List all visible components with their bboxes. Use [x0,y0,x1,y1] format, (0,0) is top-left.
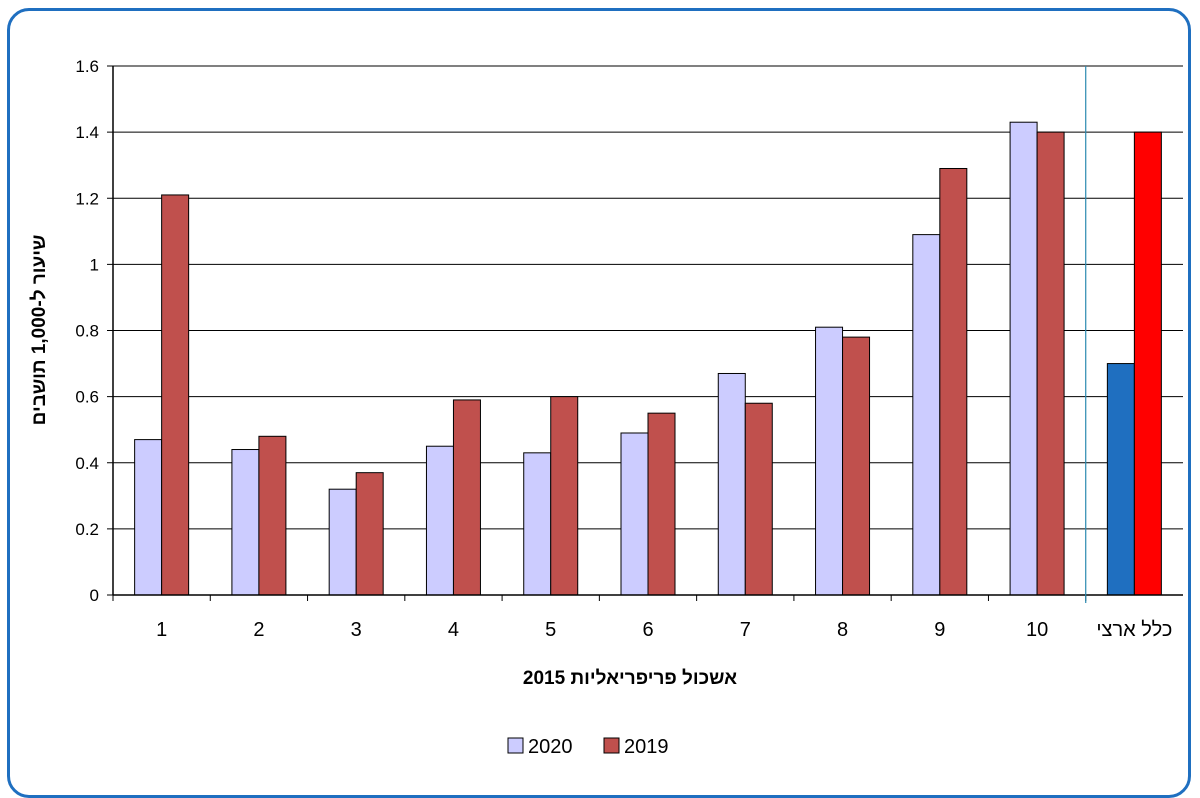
bar-2019-7 [744,402,773,596]
y-axis-ticks: 0 0.2 0.4 0.6 0.8 1 1.2 1.4 1.6 [75,57,113,605]
x-category-label: 5 [545,619,556,641]
bar-2020-7 [717,372,746,596]
bar-2020-8 [815,326,844,596]
bar-2019-4 [452,399,481,596]
bar-2020-1 [134,439,163,596]
bar-2020-5 [523,452,552,596]
bar-2020-2 [231,449,260,596]
bar-2020-10 [1009,121,1038,596]
legend-label-2020: 2020 [528,736,573,758]
bar-2020-4 [425,445,454,596]
x-category-label: 3 [351,619,362,641]
y-tick-label: 1.2 [75,189,99,208]
bar-2019-3 [355,472,384,596]
bar-2020-3 [328,488,357,596]
bar-2020-9 [912,234,941,596]
y-tick-label: 1.6 [75,57,99,76]
bar-2019-8 [842,336,871,596]
y-tick-label: 0.2 [75,520,99,539]
y-axis-title: שיעור ל-1,000 תושבים [29,235,50,426]
bar-2019-1 [161,194,190,596]
x-category-label: 6 [642,619,653,641]
bar-2019-6 [647,412,676,596]
x-category-label: כלל ארצי [1096,619,1172,641]
bar-2019-11 [1133,131,1162,596]
y-tick-label: 0.4 [75,454,99,473]
bar-2019-10 [1036,131,1065,596]
bar-2019-5 [550,396,579,596]
x-axis-title: אשכול פריפריאליות 2015 [523,668,737,689]
y-tick-label: 0.8 [75,322,99,341]
gridlines [113,65,1183,530]
x-axis-categories: 1 2 3 4 5 6 7 8 9 10 כלל ארצי [112,595,1172,641]
bar-chart: 0 0.2 0.4 0.6 0.8 1 1.2 1.4 1.6 1 2 3 4 5 6 7 8 9 10 כלל א… [29,57,1183,758]
x-category-label: 10 [1026,619,1048,641]
y-tick-label: 1.4 [75,123,99,142]
legend-swatch-2019 [603,737,620,754]
bar-2020-11 [1106,363,1135,596]
legend-swatch-2020 [507,737,524,754]
bars [134,121,1162,596]
y-tick-label: 1 [90,255,99,274]
x-category-label: 8 [837,619,848,641]
x-category-label: 9 [934,619,945,641]
bar-2020-6 [620,432,649,596]
x-category-label: 7 [740,619,751,641]
x-category-label: 1 [156,619,167,641]
y-tick-label: 0 [90,586,99,605]
legend: 2020 2019 [507,736,669,758]
x-category-label: 4 [448,619,459,641]
bar-2019-9 [939,167,968,596]
legend-label-2019: 2019 [624,736,669,758]
bar-2019-2 [258,435,287,596]
x-category-label: 2 [253,619,264,641]
y-tick-label: 0.6 [75,388,99,407]
